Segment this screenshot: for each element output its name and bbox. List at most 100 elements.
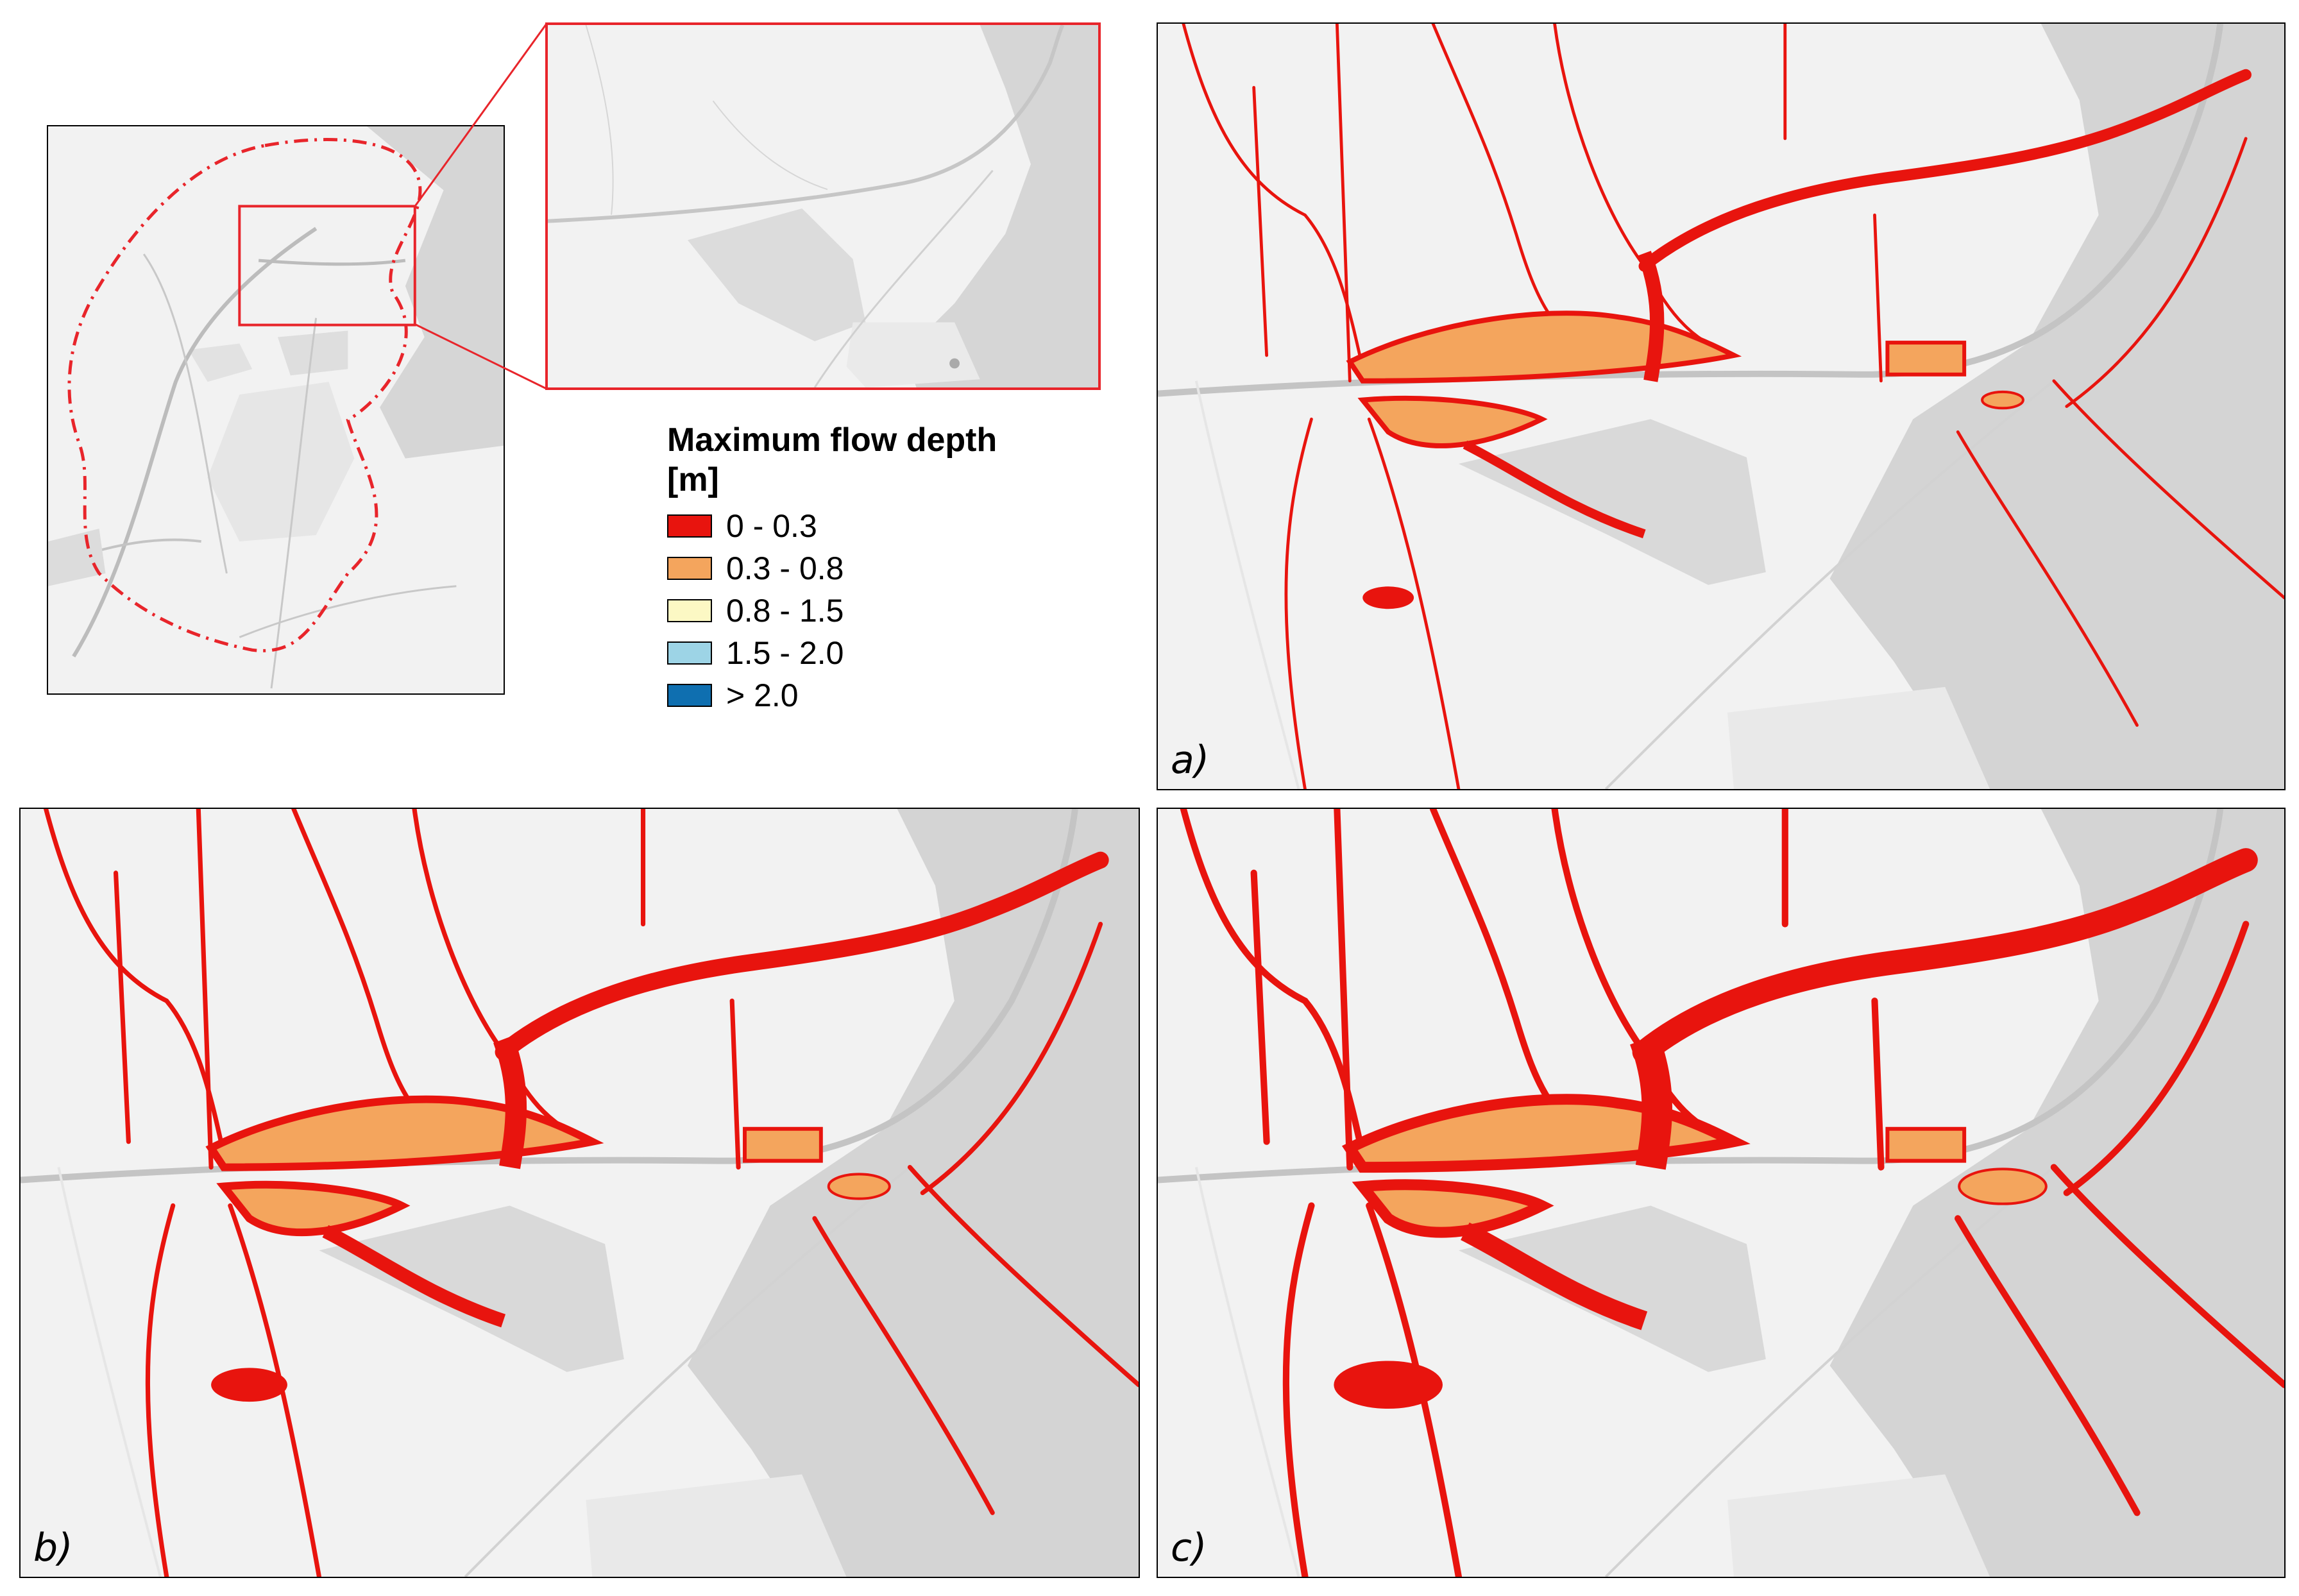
flow-stream (2065, 137, 2248, 408)
flood-channel (1461, 1222, 1648, 1330)
flood-map-c-graphic (1158, 809, 2284, 1577)
legend-swatch-4 (667, 684, 712, 707)
flow-stream (2063, 921, 2250, 1196)
flood-body-main (205, 1095, 604, 1171)
flood-channel (1463, 440, 1646, 539)
flow-stream (228, 1203, 322, 1577)
facility-zone (1727, 1474, 1990, 1577)
flow-stream (196, 809, 214, 1170)
flood-corridor (1632, 848, 2258, 1064)
legend-swatch-2 (667, 599, 712, 622)
flood-map-panel-c: c) (1157, 808, 2286, 1578)
legend-item: 0 - 0.3 (667, 505, 1039, 547)
flood-patch (1334, 1361, 1443, 1409)
panel-label-a: a) (1171, 738, 1210, 783)
legend-item: 0.3 - 0.8 (667, 547, 1039, 590)
flow-stream (412, 809, 595, 1144)
flow-stream (1334, 809, 1353, 1171)
flood-map-a-graphic (1158, 24, 2284, 789)
zoomed-inset-map (545, 22, 1101, 390)
flow-stream (907, 1165, 1139, 1388)
field-zone (319, 1205, 624, 1372)
flow-stream (1871, 998, 1885, 1171)
flood-map-panel-a: a) (1157, 22, 2286, 790)
flow-stream (729, 998, 741, 1170)
flow-stream (1873, 213, 1883, 383)
legend-item: > 2.0 (667, 674, 1039, 717)
flood-patch (1885, 1126, 1967, 1163)
flow-stream (1431, 24, 1608, 357)
legend-item: 1.5 - 2.0 (667, 632, 1039, 674)
flood-map-b-graphic (21, 809, 1139, 1577)
flow-stream (1282, 1202, 1315, 1577)
panel-label-c: c) (1171, 1525, 1207, 1570)
road (1194, 380, 1300, 789)
road (1604, 1166, 2055, 1577)
overview-map-graphic (48, 126, 504, 689)
flood-patch (1885, 341, 1967, 377)
flow-stream (1429, 809, 1609, 1145)
flow-stream (1956, 430, 2139, 727)
legend-swatch-0 (667, 514, 712, 538)
flood-patch (211, 1368, 287, 1402)
flow-stream (920, 921, 1103, 1196)
road (1194, 1167, 1300, 1577)
road (464, 1166, 911, 1577)
zoomed-inset-graphic (548, 25, 1098, 387)
flood-body-south (216, 1180, 411, 1237)
flood-patch (1362, 586, 1414, 609)
flood-channel (493, 1035, 527, 1169)
flow-stream (1366, 1202, 1463, 1577)
flood-channel (1629, 1033, 1672, 1170)
flood-corridor (1638, 69, 2252, 272)
flood-map-panel-b: b) (19, 808, 1140, 1578)
flow-stream (113, 870, 131, 1144)
facility-zone (586, 1474, 847, 1577)
legend-swatch-3 (667, 641, 712, 665)
flood-patch (1958, 1167, 2048, 1205)
legend-label-0: 0 - 0.3 (726, 508, 817, 544)
flow-stream (2050, 1164, 2284, 1388)
dark-zone (1829, 809, 2284, 1577)
flow-stream (145, 1203, 176, 1577)
flood-body-south (1357, 395, 1548, 448)
legend-label-1: 0.3 - 0.8 (726, 550, 844, 586)
flow-stream (44, 809, 226, 1157)
flow-stream (1335, 24, 1352, 383)
flow-stream (2052, 379, 2284, 600)
legend-label-2: 0.8 - 1.5 (726, 593, 844, 629)
flow-stream (1250, 869, 1270, 1145)
legend: Maximum flow depth [m] 0 - 0.3 0.3 - 0.8… (667, 420, 1039, 717)
flood-patch (743, 1126, 823, 1163)
flood-body-main (1341, 1094, 1751, 1173)
flood-patch (827, 1173, 891, 1200)
field-zone (1458, 419, 1766, 585)
flow-stream (1284, 417, 1313, 789)
panel-label-b: b) (33, 1525, 73, 1570)
legend-item: 0.8 - 1.5 (667, 590, 1039, 632)
flow-stream (291, 809, 468, 1144)
flood-channel (322, 1225, 506, 1328)
overview-map (47, 125, 505, 695)
legend-swatch-1 (667, 557, 712, 580)
dark-zone (687, 809, 1139, 1577)
road (1604, 380, 2055, 789)
flow-stream (1955, 1215, 2141, 1516)
legend-label-3: 1.5 - 2.0 (726, 635, 844, 671)
flow-stream (812, 1216, 995, 1515)
facility-zone (1727, 686, 1990, 789)
dark-zone (1829, 24, 2284, 789)
legend-label-4: > 2.0 (726, 677, 799, 713)
flow-stream (1182, 24, 1364, 370)
flood-patch (1981, 390, 2024, 410)
road (57, 1167, 162, 1577)
flood-body-main (1346, 310, 1742, 384)
flood-channel (1637, 250, 1665, 382)
flow-stream (1553, 24, 1736, 357)
field-zone (1458, 1205, 1766, 1372)
flow-stream (1252, 86, 1269, 357)
flood-body-south (1352, 1179, 1554, 1238)
flow-stream (1367, 417, 1461, 789)
flood-corridor (495, 851, 1109, 1061)
legend-title: Maximum flow depth [m] (667, 421, 997, 498)
